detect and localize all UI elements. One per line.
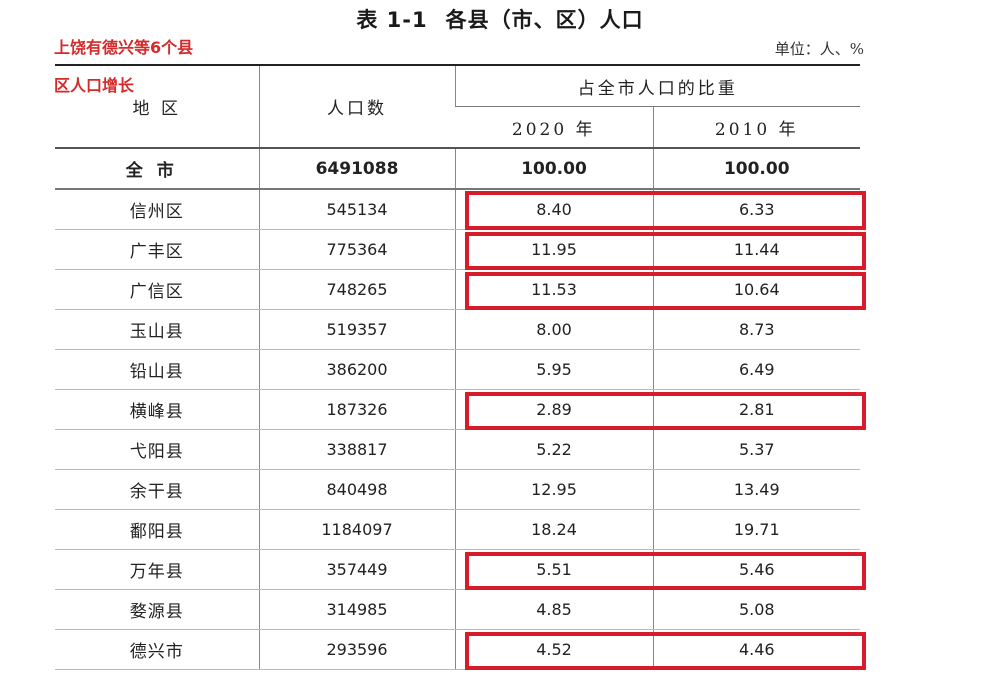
cell-share-2010: 2.81 <box>652 389 860 430</box>
table-row: 德兴市 293596 4.52 4.46 <box>55 629 860 670</box>
cell-population: 314985 <box>258 589 455 630</box>
cell-region: 鄱阳县 <box>55 509 259 550</box>
cell-population: 187326 <box>258 389 455 430</box>
cell-share-2020: 4.52 <box>454 629 653 670</box>
cell-share-2020: 5.95 <box>454 349 653 390</box>
annotation-line-2: 区人口增长 <box>54 76 135 95</box>
cell-share-2010: 13.49 <box>652 469 860 510</box>
cell-share-2010: 6.33 <box>652 189 860 230</box>
table-body: 全市 6491088 100.00 100.00 信州区 545134 8.40 6.… <box>55 148 860 670</box>
cell-region: 横峰县 <box>55 389 259 430</box>
cell-share-2010: 11.44 <box>652 229 860 270</box>
cell-share-2020: 18.24 <box>454 509 653 550</box>
cell-share-2020: 8.40 <box>454 189 653 230</box>
header-year-2010: 2010 年 <box>652 106 860 149</box>
table-row: 信州区 545134 8.40 6.33 <box>55 189 860 230</box>
table-row: 玉山县 519357 8.00 8.73 <box>55 309 860 350</box>
cell-population: 748265 <box>258 269 455 310</box>
table-row: 万年县 357449 5.51 5.46 <box>55 549 860 590</box>
cell-region: 余干县 <box>55 469 259 510</box>
header-population: 人口数 <box>258 64 455 149</box>
cell-population: 775364 <box>258 229 455 270</box>
cell-population: 386200 <box>258 349 455 390</box>
population-table: 地 区 人口数 占全市人口的比重 2020 年 2010 年 全市 649108… <box>55 64 860 670</box>
cell-share-2020: 11.53 <box>454 269 653 310</box>
cell-region: 万年县 <box>55 549 259 590</box>
table-row: 广信区 748265 11.53 10.64 <box>55 269 860 310</box>
table-row: 广丰区 775364 11.95 11.44 <box>55 229 860 270</box>
cell-share-2010: 4.46 <box>652 629 860 670</box>
cell-region: 婺源县 <box>55 589 259 630</box>
cell-share-2010: 8.73 <box>652 309 860 350</box>
cell-population: 545134 <box>258 189 455 230</box>
cell-population: 338817 <box>258 429 455 470</box>
header-region: 地 区 <box>55 64 259 149</box>
cell-share-2020: 8.00 <box>454 309 653 350</box>
cell-share-2010: 5.46 <box>652 549 860 590</box>
cell-region: 全市 <box>55 148 259 190</box>
table-number: 表 1-1 <box>356 8 428 32</box>
table-row: 婺源县 314985 4.85 5.08 <box>55 589 860 630</box>
table-row: 横峰县 187326 2.89 2.81 <box>55 389 860 430</box>
cell-region: 铅山县 <box>55 349 259 390</box>
table-row-total: 全市 6491088 100.00 100.00 <box>55 148 860 190</box>
cell-share-2020: 2.89 <box>454 389 653 430</box>
cell-population: 293596 <box>258 629 455 670</box>
table-row: 铅山县 386200 5.95 6.49 <box>55 349 860 390</box>
cell-share-2020: 12.95 <box>454 469 653 510</box>
cell-share-2010: 5.08 <box>652 589 860 630</box>
cell-population: 1184097 <box>258 509 455 550</box>
cell-share-2020: 100.00 <box>454 148 653 190</box>
cell-share-2010: 19.71 <box>652 509 860 550</box>
cell-share-2010: 6.49 <box>652 349 860 390</box>
cell-population: 519357 <box>258 309 455 350</box>
annotation-line-1: 上饶有德兴等6个县 <box>54 38 194 57</box>
cell-population: 357449 <box>258 549 455 590</box>
cell-share-2020: 4.85 <box>454 589 653 630</box>
header-year-2020: 2020 年 <box>455 106 653 149</box>
cell-share-2020: 11.95 <box>454 229 653 270</box>
cell-share-2020: 5.51 <box>454 549 653 590</box>
cell-region: 弋阳县 <box>55 429 259 470</box>
cell-share-2010: 5.37 <box>652 429 860 470</box>
cell-population: 840498 <box>258 469 455 510</box>
table-row: 弋阳县 338817 5.22 5.37 <box>55 429 860 470</box>
cell-region: 玉山县 <box>55 309 259 350</box>
cell-share-2010: 10.64 <box>652 269 860 310</box>
cell-region: 广信区 <box>55 269 259 310</box>
cell-population: 6491088 <box>258 148 455 190</box>
header-share-group: 占全市人口的比重 <box>454 64 860 107</box>
table-row: 余干县 840498 12.95 13.49 <box>55 469 860 510</box>
cell-region: 广丰区 <box>55 229 259 270</box>
table-title-text: 各县（市、区）人口 <box>445 8 644 32</box>
cell-region: 德兴市 <box>55 629 259 670</box>
unit-label: 单位：人、% <box>774 40 864 58</box>
table-title: 表 1-1 各县（市、区）人口 <box>0 4 1000 34</box>
cell-share-2010: 100.00 <box>652 148 860 190</box>
table-row: 鄱阳县 1184097 18.24 19.71 <box>55 509 860 550</box>
cell-share-2020: 5.22 <box>454 429 653 470</box>
cell-region: 信州区 <box>55 189 259 230</box>
